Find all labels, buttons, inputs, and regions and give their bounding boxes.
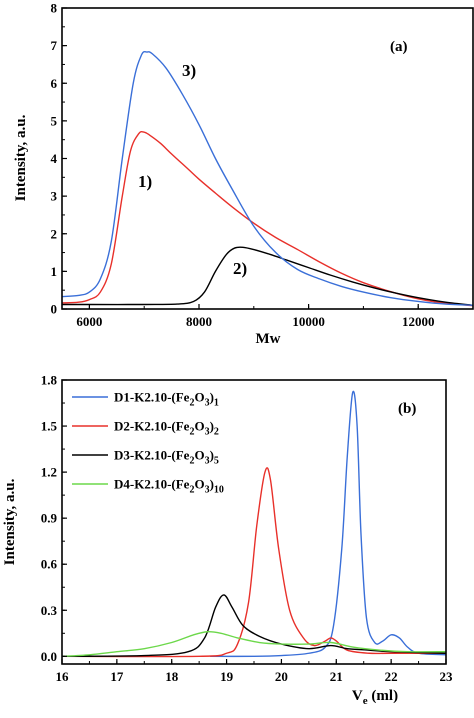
panel-b-curves [62, 390, 446, 658]
panel-a-y-tick-label: 6 [51, 76, 58, 91]
panel-b: 16 17 18 19 20 21 22 23 0.0 0.3 0.6 0.9 1.2 1.5 1.8 (b… [2, 373, 453, 708]
panel-a-y-tick-label: 0 [51, 302, 58, 317]
panel-b-series-1-line [210, 390, 446, 658]
panel-a-y-tick-label: 7 [51, 38, 58, 53]
panel-b-x-tick-label: 20 [275, 669, 288, 684]
panel-b-y-tick-label: 1.8 [41, 373, 58, 388]
panel-a-label: (a) [390, 39, 408, 55]
panel-b-y-axis-title: Intensity, a.u. [2, 478, 18, 565]
panel-b-legend: D1-K2.10-(Fe2O3)1 D2-K2.10-(Fe2O3)2 D3-K2.… [72, 390, 224, 496]
panel-b-y-tick-label: 0.9 [41, 511, 58, 526]
panel-a-y-tick-label: 4 [51, 151, 58, 166]
panel-b-y-tick-label: 0.3 [41, 603, 58, 618]
panel-a-y-tick-label: 8 [51, 1, 58, 16]
panel-b-x-axis-title-main: V [352, 688, 363, 704]
panel-a-y-tick-label: 5 [51, 113, 58, 128]
panel-b-series-3-line [62, 594, 446, 658]
panel-a-x-tick-label: 8000 [186, 314, 212, 329]
legend-entry-1: D1-K2.10-(Fe2O3)1 [114, 390, 219, 409]
panel-a-x-tick-label: 12000 [402, 314, 435, 329]
legend-entry-3: D3-K2.10-(Fe2O3)5 [114, 448, 219, 467]
panel-b-x-tick-label: 17 [110, 669, 124, 684]
panel-a-x-tick-label: 10000 [292, 314, 325, 329]
panel-a-curves [62, 50, 473, 307]
panel-b-series-4-line [62, 631, 446, 658]
panel-b-x-tick-label: 19 [220, 669, 234, 684]
panel-b-x-axis-title: Ve (ml) [352, 688, 398, 707]
panel-b-x-tick-label: 18 [165, 669, 179, 684]
panel-b-y-tick-label: 1.2 [41, 465, 57, 480]
panel-a-y-tick-label: 2 [51, 226, 58, 241]
panel-a-series-2-line [62, 246, 473, 306]
panel-a-y-tick-label: 1 [51, 264, 58, 279]
panel-a-curve-label-3: 3) [182, 61, 196, 80]
panel-a-x-tick-label: 6000 [76, 314, 102, 329]
panel-a-curve-label-1: 1) [138, 172, 152, 191]
panel-b-x-tick-label: 21 [330, 669, 343, 684]
panel-a: 6000 8000 10000 12000 0 1 2 3 4 5 6 7 8 (a) Mw Inten… [13, 1, 474, 347]
legend-entry-4: D4-K2.10-(Fe2O3)10 [114, 477, 224, 496]
panel-a-curve-label-2: 2) [233, 259, 247, 278]
panel-a-y-axis-title: Intensity, a.u. [13, 114, 29, 201]
panel-b-x-axis-title-sub: e [363, 695, 368, 707]
legend-entry-2: D2-K2.10-(Fe2O3)2 [114, 419, 219, 438]
panel-b-label: (b) [398, 401, 416, 417]
panel-a-series-3-line [62, 50, 473, 306]
panel-b-x-tick-label: 23 [440, 669, 454, 684]
panel-a-frame [61, 7, 474, 310]
panel-a-series-1-line [62, 130, 473, 307]
panel-b-y-tick-label: 1.5 [41, 419, 58, 434]
panel-b-y-tick-label: 0.6 [41, 557, 58, 572]
panel-b-series-2-line [62, 467, 446, 658]
panel-b-x-tick-label: 16 [56, 669, 70, 684]
panel-b-ticks: 16 17 18 19 20 21 22 23 0.0 0.3 0.6 0.9 1.2 1.5 1.8 [41, 373, 453, 685]
panel-b-y-tick-label: 0.0 [41, 649, 57, 664]
panel-a-ticks: 6000 8000 10000 12000 0 1 2 3 4 5 6 7 8 [51, 1, 474, 329]
panel-b-x-axis-title-unit: (ml) [368, 688, 398, 704]
panel-a-x-axis-title: Mw [256, 331, 281, 347]
panel-a-y-tick-label: 3 [51, 189, 58, 204]
panel-b-x-tick-label: 22 [385, 669, 398, 684]
